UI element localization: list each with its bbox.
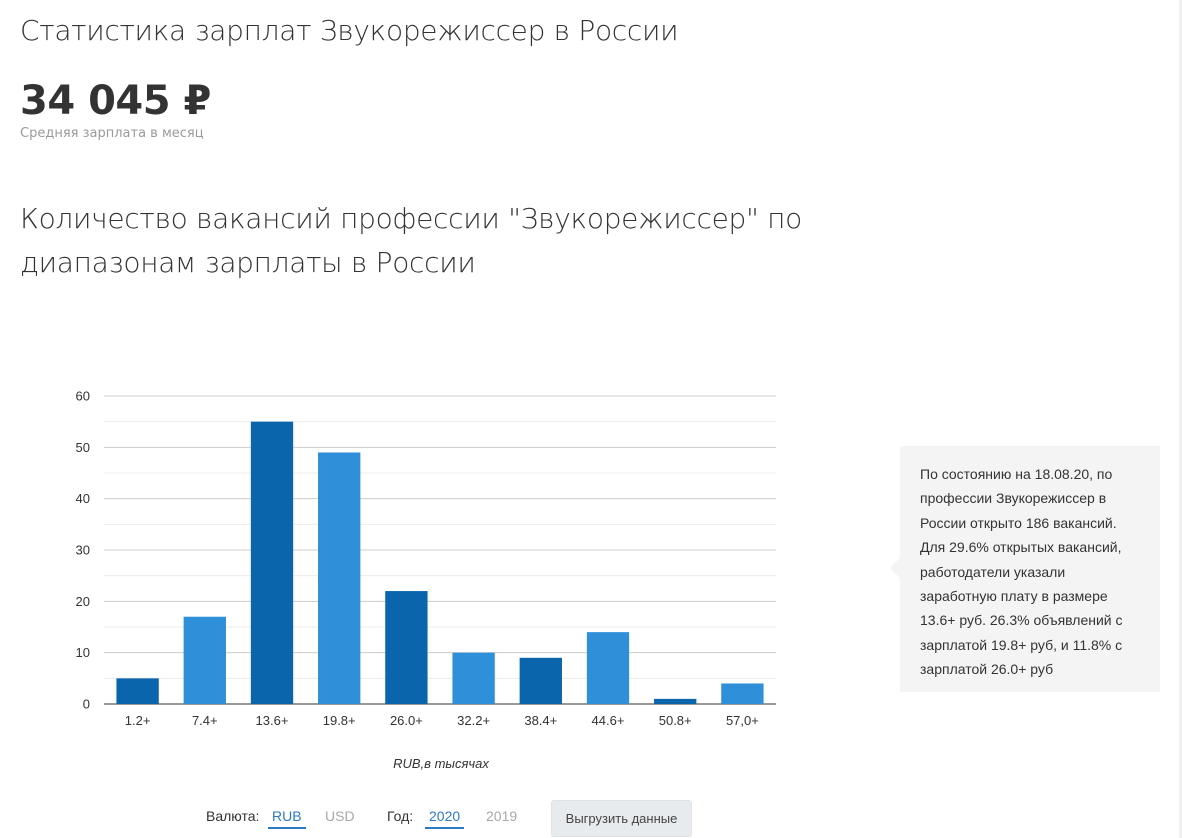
x-axis-title: RUB,в тысячах xyxy=(393,756,489,771)
year-label: Год: xyxy=(387,808,414,824)
x-tick-label: 32.2+ xyxy=(457,713,490,728)
x-tick-label: 19.8+ xyxy=(323,713,356,728)
bar xyxy=(452,652,495,704)
bar xyxy=(519,657,562,704)
average-salary-label: Средняя зарплата в месяц xyxy=(20,126,204,141)
x-tick-label: 57,0+ xyxy=(726,713,759,728)
y-tick-label: 60 xyxy=(76,389,90,404)
y-tick-label: 50 xyxy=(76,440,90,455)
currency-label: Валюта: xyxy=(206,808,260,824)
chart-controls: Валюта: RUB USD Год: 2020 2019 Выгрузить… xyxy=(0,800,1182,838)
y-tick-label: 0 xyxy=(83,697,90,712)
bar xyxy=(654,698,697,704)
info-text: По состоянию на 18.08.20, по профессии З… xyxy=(920,466,1123,678)
average-salary-value: 34 045 ₽ xyxy=(20,78,211,124)
year-2020-tab[interactable]: 2020 xyxy=(425,808,465,829)
x-tick-label: 13.6+ xyxy=(256,713,289,728)
x-tick-label: 7.4+ xyxy=(192,713,218,728)
info-box: По состоянию на 18.08.20, по профессии З… xyxy=(890,446,1160,692)
scrollbar-track[interactable] xyxy=(1179,0,1182,838)
chart-title: Количество вакансий профессии "Звукорежи… xyxy=(20,202,802,279)
vacancies-bar-chart: 0 10 20 30 40 50 60 1.2+ 7.4+ 13.6+ 19.8+ 26.0+ 32.2… xyxy=(76,389,776,771)
currency-rub-tab[interactable]: RUB xyxy=(268,808,306,829)
x-tick-label: 26.0+ xyxy=(390,713,423,728)
bar xyxy=(250,421,294,704)
bar xyxy=(116,678,159,704)
y-tick-label: 40 xyxy=(76,491,90,506)
export-data-button[interactable]: Выгрузить данные xyxy=(551,800,692,837)
y-tick-label: 10 xyxy=(76,645,90,660)
currency-usd-tab[interactable]: USD xyxy=(325,808,355,824)
page-title: Статистика зарплат Звукорежиссер в Росси… xyxy=(20,14,679,47)
y-tick-label: 20 xyxy=(76,594,90,609)
bar xyxy=(183,616,226,704)
x-tick-label: 50.8+ xyxy=(659,713,692,728)
bar xyxy=(318,452,361,704)
x-tick-label: 38.4+ xyxy=(524,713,557,728)
x-tick-label: 1.2+ xyxy=(125,713,151,728)
year-2019-tab[interactable]: 2019 xyxy=(486,808,518,824)
x-tick-label: 44.6+ xyxy=(592,713,625,728)
y-tick-label: 30 xyxy=(76,543,90,558)
bar xyxy=(586,632,630,704)
bar xyxy=(385,591,428,704)
bar xyxy=(721,683,764,704)
